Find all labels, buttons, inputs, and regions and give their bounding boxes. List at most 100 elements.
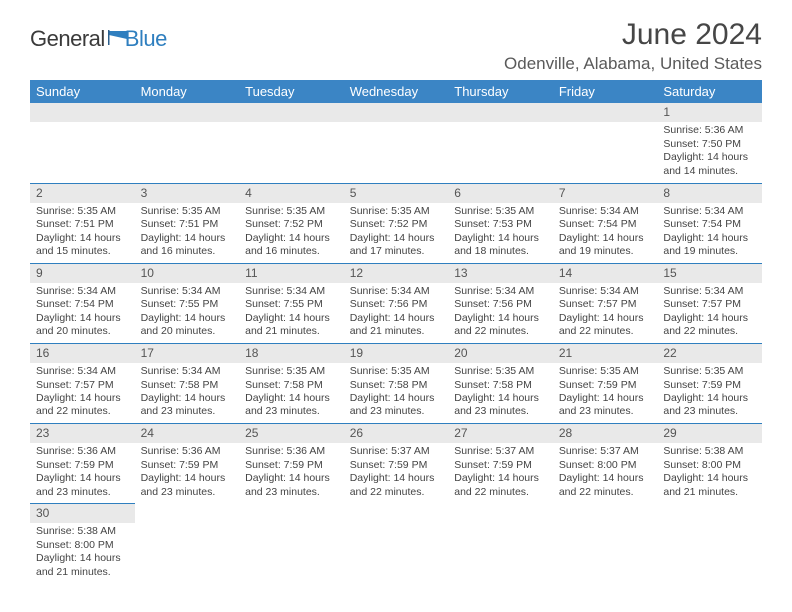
day-number: 7 [553,184,658,203]
sunrise-text: Sunrise: 5:35 AM [36,205,129,218]
sunrise-text: Sunrise: 5:36 AM [141,445,234,458]
daylight-line1: Daylight: 14 hours [141,232,234,245]
sunrise-text: Sunrise: 5:35 AM [559,365,652,378]
daylight-line2: and 23 minutes. [454,405,547,418]
sunset-text: Sunset: 7:57 PM [36,379,129,392]
day-details: Sunrise: 5:35 AMSunset: 7:58 PMDaylight:… [448,363,553,423]
daylight-line1: Daylight: 14 hours [454,232,547,245]
day-number: 21 [553,344,658,363]
calendar-day-cell: 6Sunrise: 5:35 AMSunset: 7:53 PMDaylight… [448,183,553,263]
calendar-day-cell: 11Sunrise: 5:34 AMSunset: 7:55 PMDayligh… [239,263,344,343]
calendar-day-cell: 17Sunrise: 5:34 AMSunset: 7:58 PMDayligh… [135,343,240,423]
day-number-bar [553,103,658,122]
sunset-text: Sunset: 7:53 PM [454,218,547,231]
daylight-line2: and 20 minutes. [36,325,129,338]
calendar-day-cell: 12Sunrise: 5:34 AMSunset: 7:56 PMDayligh… [344,263,449,343]
day-number: 18 [239,344,344,363]
daylight-line2: and 23 minutes. [245,486,338,499]
weekday-header: Monday [135,80,240,103]
daylight-line1: Daylight: 14 hours [36,552,129,565]
daylight-line1: Daylight: 14 hours [141,472,234,485]
day-details: Sunrise: 5:36 AMSunset: 7:59 PMDaylight:… [239,443,344,503]
day-number: 19 [344,344,449,363]
calendar-day-cell: 4Sunrise: 5:35 AMSunset: 7:52 PMDaylight… [239,183,344,263]
day-number: 14 [553,264,658,283]
sunset-text: Sunset: 8:00 PM [663,459,756,472]
sunset-text: Sunset: 7:59 PM [454,459,547,472]
daylight-line2: and 15 minutes. [36,245,129,258]
day-details: Sunrise: 5:36 AMSunset: 7:59 PMDaylight:… [135,443,240,503]
day-number: 30 [30,504,135,523]
sunset-text: Sunset: 7:51 PM [141,218,234,231]
sunset-text: Sunset: 7:59 PM [559,379,652,392]
daylight-line1: Daylight: 14 hours [663,312,756,325]
day-details: Sunrise: 5:36 AMSunset: 7:50 PMDaylight:… [657,122,762,182]
day-details: Sunrise: 5:34 AMSunset: 7:55 PMDaylight:… [239,283,344,343]
day-details: Sunrise: 5:34 AMSunset: 7:55 PMDaylight:… [135,283,240,343]
daylight-line1: Daylight: 14 hours [141,392,234,405]
day-number: 23 [30,424,135,443]
day-number: 22 [657,344,762,363]
calendar-week-row: 16Sunrise: 5:34 AMSunset: 7:57 PMDayligh… [30,343,762,423]
sunset-text: Sunset: 7:51 PM [36,218,129,231]
calendar-body: 1Sunrise: 5:36 AMSunset: 7:50 PMDaylight… [30,103,762,583]
daylight-line1: Daylight: 14 hours [350,232,443,245]
day-details: Sunrise: 5:34 AMSunset: 7:56 PMDaylight:… [448,283,553,343]
sunset-text: Sunset: 7:57 PM [663,298,756,311]
daylight-line2: and 19 minutes. [663,245,756,258]
sunrise-text: Sunrise: 5:34 AM [36,285,129,298]
brand-text-part1: General [30,26,105,52]
calendar-day-cell: 1Sunrise: 5:36 AMSunset: 7:50 PMDaylight… [657,103,762,183]
sunrise-text: Sunrise: 5:37 AM [559,445,652,458]
day-number-bar [30,103,135,122]
daylight-line2: and 22 minutes. [36,405,129,418]
day-details: Sunrise: 5:35 AMSunset: 7:58 PMDaylight:… [239,363,344,423]
daylight-line2: and 22 minutes. [559,486,652,499]
calendar-day-cell: 8Sunrise: 5:34 AMSunset: 7:54 PMDaylight… [657,183,762,263]
calendar-day-cell [553,103,658,183]
calendar-day-cell: 27Sunrise: 5:37 AMSunset: 7:59 PMDayligh… [448,423,553,503]
calendar-day-cell: 2Sunrise: 5:35 AMSunset: 7:51 PMDaylight… [30,183,135,263]
day-number-bar [448,103,553,122]
month-title: June 2024 [504,18,762,52]
day-details: Sunrise: 5:34 AMSunset: 7:54 PMDaylight:… [30,283,135,343]
calendar-day-cell: 29Sunrise: 5:38 AMSunset: 8:00 PMDayligh… [657,423,762,503]
sunrise-text: Sunrise: 5:34 AM [141,285,234,298]
day-number: 25 [239,424,344,443]
day-details: Sunrise: 5:34 AMSunset: 7:57 PMDaylight:… [553,283,658,343]
sunrise-text: Sunrise: 5:35 AM [454,205,547,218]
title-block: June 2024 Odenville, Alabama, United Sta… [504,18,762,74]
day-number: 4 [239,184,344,203]
daylight-line2: and 23 minutes. [141,405,234,418]
sunset-text: Sunset: 7:55 PM [141,298,234,311]
daylight-line2: and 21 minutes. [663,486,756,499]
day-details: Sunrise: 5:37 AMSunset: 7:59 PMDaylight:… [448,443,553,503]
daylight-line1: Daylight: 14 hours [559,232,652,245]
day-details: Sunrise: 5:35 AMSunset: 7:52 PMDaylight:… [239,203,344,263]
daylight-line1: Daylight: 14 hours [36,232,129,245]
day-details: Sunrise: 5:36 AMSunset: 7:59 PMDaylight:… [30,443,135,503]
sunset-text: Sunset: 7:54 PM [559,218,652,231]
sunrise-text: Sunrise: 5:34 AM [559,285,652,298]
day-number: 3 [135,184,240,203]
day-details: Sunrise: 5:35 AMSunset: 7:58 PMDaylight:… [344,363,449,423]
day-number: 15 [657,264,762,283]
daylight-line2: and 16 minutes. [245,245,338,258]
day-number: 9 [30,264,135,283]
day-number: 1 [657,103,762,122]
daylight-line2: and 22 minutes. [663,325,756,338]
sunrise-text: Sunrise: 5:35 AM [245,205,338,218]
sunset-text: Sunset: 7:56 PM [454,298,547,311]
daylight-line1: Daylight: 14 hours [663,151,756,164]
daylight-line2: and 14 minutes. [663,165,756,178]
calendar-day-cell: 10Sunrise: 5:34 AMSunset: 7:55 PMDayligh… [135,263,240,343]
daylight-line1: Daylight: 14 hours [350,472,443,485]
calendar-day-cell [657,503,762,583]
sunrise-text: Sunrise: 5:34 AM [350,285,443,298]
day-details: Sunrise: 5:35 AMSunset: 7:52 PMDaylight:… [344,203,449,263]
day-number: 29 [657,424,762,443]
daylight-line2: and 22 minutes. [350,486,443,499]
sunset-text: Sunset: 7:54 PM [663,218,756,231]
location-text: Odenville, Alabama, United States [504,54,762,74]
sunset-text: Sunset: 7:56 PM [350,298,443,311]
